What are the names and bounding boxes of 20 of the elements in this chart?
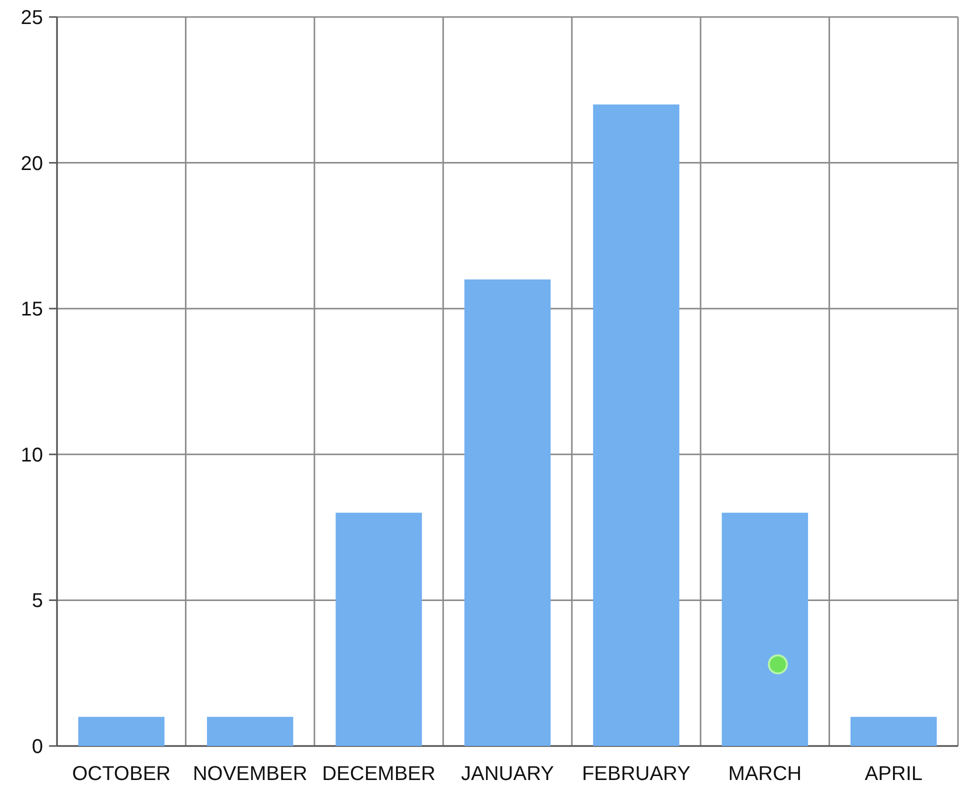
- y-tick-label: 5: [32, 590, 43, 612]
- bar: [206, 716, 294, 746]
- bar: [78, 716, 164, 746]
- x-tick-label: JANUARY: [461, 763, 554, 785]
- y-tick-label: 15: [20, 298, 43, 321]
- y-tick-label: 25: [20, 7, 43, 29]
- bar: [464, 279, 551, 746]
- x-tick-label: FEBRUARY: [582, 763, 690, 785]
- bar: [850, 716, 937, 746]
- y-tick-label: 0: [32, 736, 43, 758]
- x-tick-label: MARCH: [728, 763, 802, 785]
- y-tick-label: 10: [20, 444, 43, 466]
- bar: [593, 104, 680, 746]
- bar: [722, 512, 808, 746]
- bar: [336, 512, 422, 746]
- x-tick-label: APRIL: [864, 763, 923, 785]
- x-tick-label: NOVEMBER: [192, 763, 308, 785]
- y-tick-label: 20: [20, 152, 43, 175]
- x-tick-label: OCTOBER: [72, 763, 171, 785]
- x-tick-label: DECEMBER: [322, 763, 436, 785]
